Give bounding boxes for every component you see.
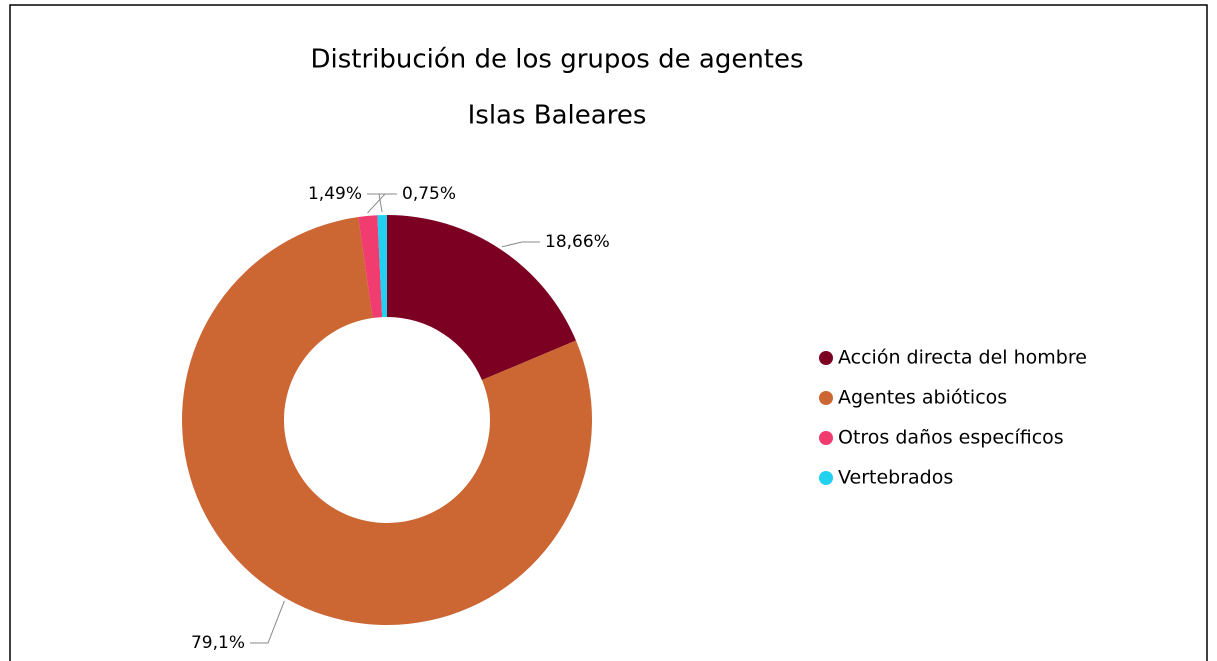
legend-label: Vertebrados [838,467,953,489]
donut-slice [377,215,387,318]
data-label: 0,75% [402,184,456,204]
legend-label: Otros daños específicos [838,427,1064,449]
legend-swatch [819,351,833,365]
data-label: 18,66% [545,232,610,252]
leader-line [501,241,540,248]
legend-swatch [819,471,833,485]
legend-label: Acción directa del hombre [838,347,1087,369]
leader-line [378,193,397,213]
donut-slice [358,215,383,319]
legend-label: Agentes abióticos [838,387,1007,409]
data-label: 1,49% [308,184,362,204]
chart-title: Distribución de los grupos de agentes [310,45,803,75]
chart-subtitle: Islas Baleares [468,101,647,131]
legend-swatch [819,431,833,445]
donut-slice [182,217,593,626]
leader-line [250,600,285,644]
donut-slice [387,215,576,381]
data-label: 79,1% [191,633,245,653]
legend-swatch [819,391,833,405]
